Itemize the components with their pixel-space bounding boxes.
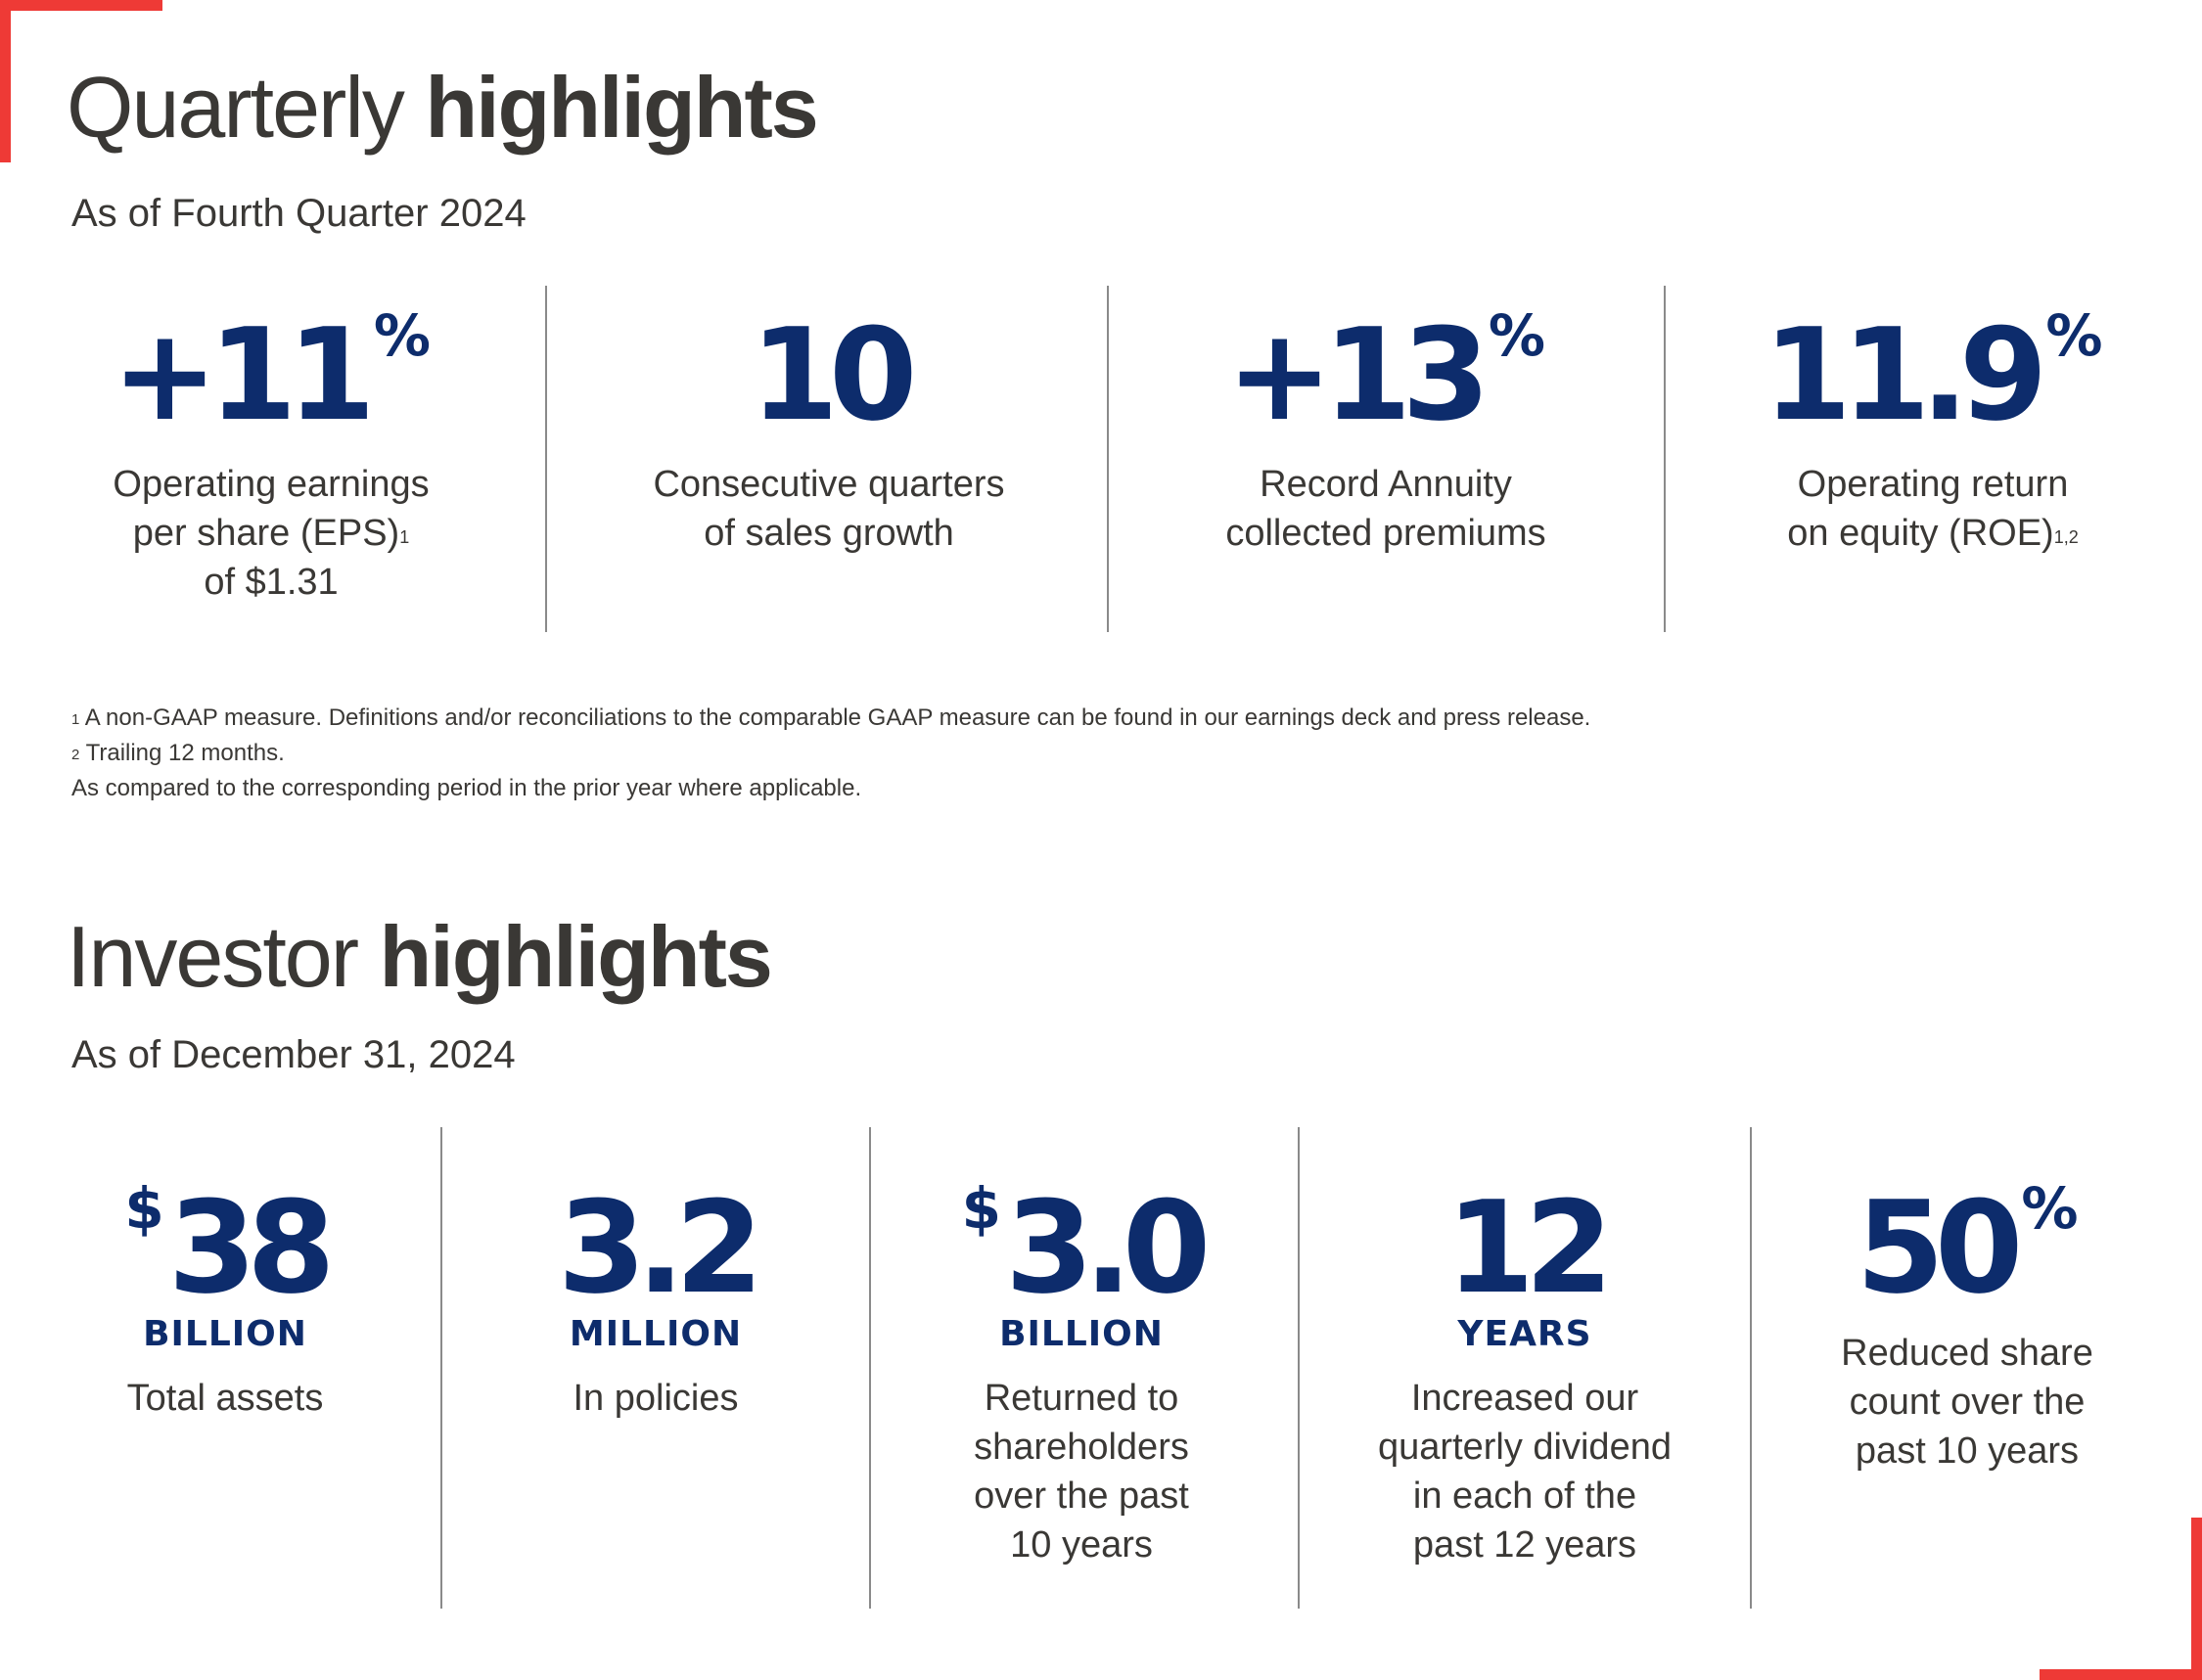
stat-value: +11%	[112, 300, 431, 449]
stat-description: Operating return on equity (ROE)1,2	[1787, 464, 2079, 554]
stat-value: $3.0	[961, 1173, 1212, 1322]
divider	[869, 1127, 871, 1609]
quarterly-title: Quarterly highlights	[67, 65, 819, 151]
investor-stat-policies: 3.2 MILLION In policies	[489, 1184, 822, 1423]
divider	[1107, 286, 1109, 632]
investor-stat-returned: $3.0 BILLION Returned to shareholders ov…	[915, 1173, 1248, 1569]
quarterly-stat-roe: 11.9% Operating return on equity (ROE)1,…	[1703, 300, 2163, 558]
footnotes: 1 A non-GAAP measure. Definitions and/or…	[71, 701, 1590, 806]
stat-value: $38	[124, 1173, 335, 1322]
divider	[1750, 1127, 1752, 1609]
stat-unit: YEARS	[1457, 1314, 1592, 1354]
stat-description: Total assets	[126, 1378, 324, 1419]
investor-title-bold: highlights	[379, 908, 772, 1005]
divider	[1298, 1127, 1300, 1609]
corner-accent-top-left-v	[0, 0, 11, 162]
stat-description: Consecutive quarters of sales growth	[653, 464, 1005, 554]
divider	[1664, 286, 1666, 632]
stat-description: Operating earnings per share (EPS)1 of $…	[113, 464, 430, 603]
quarterly-stat-sales-growth: 10 Consecutive quarters of sales growth	[597, 311, 1061, 558]
quarterly-title-light: Quarterly	[67, 59, 405, 156]
investor-title-light: Investor	[67, 908, 359, 1005]
stat-value: 11.9%	[1763, 300, 2103, 449]
corner-accent-bottom-right-v	[2191, 1518, 2202, 1680]
divider	[545, 286, 547, 632]
stat-unit: BILLION	[999, 1314, 1164, 1354]
investor-stat-share-count: 50% Reduced share count over the past 10…	[1801, 1173, 2133, 1476]
stat-unit: BILLION	[143, 1314, 307, 1354]
footnote-2: 2 Trailing 12 months.	[71, 740, 285, 766]
stat-description: Record Annuity collected premiums	[1225, 464, 1546, 554]
divider	[440, 1127, 442, 1609]
corner-accent-top-left-h	[0, 0, 162, 11]
stat-value: 12	[1445, 1173, 1614, 1322]
stat-description: Reduced share count over the past 10 yea…	[1841, 1333, 2093, 1472]
investor-title: Investor highlights	[67, 914, 773, 1000]
stat-value: 3.2	[557, 1173, 763, 1322]
quarterly-title-bold: highlights	[425, 59, 818, 156]
stat-value: +13%	[1226, 300, 1545, 449]
quarterly-subtitle: As of Fourth Quarter 2024	[71, 192, 527, 235]
stat-value: 50%	[1856, 1173, 2079, 1322]
stat-description: Returned to shareholders over the past 1…	[974, 1378, 1189, 1566]
stat-description: Increased our quarterly dividend in each…	[1378, 1378, 1672, 1566]
quarterly-stat-annuity: +13% Record Annuity collected premiums	[1155, 300, 1617, 558]
footnote-3: As compared to the corresponding period …	[71, 775, 862, 801]
footnote-1: 1 A non-GAAP measure. Definitions and/or…	[71, 704, 1591, 731]
investor-stat-dividend: 12 YEARS Increased our quarterly dividen…	[1341, 1184, 1709, 1569]
stat-unit: MILLION	[569, 1314, 743, 1354]
stat-value: 10	[750, 300, 918, 449]
quarterly-stat-eps: +11% Operating earnings per share (EPS)1…	[59, 300, 483, 607]
investor-subtitle: As of December 31, 2024	[71, 1033, 516, 1076]
corner-accent-bottom-right-h	[2040, 1669, 2202, 1680]
investor-stat-total-assets: $38 BILLION Total assets	[59, 1173, 391, 1423]
stat-description: In policies	[573, 1378, 739, 1419]
